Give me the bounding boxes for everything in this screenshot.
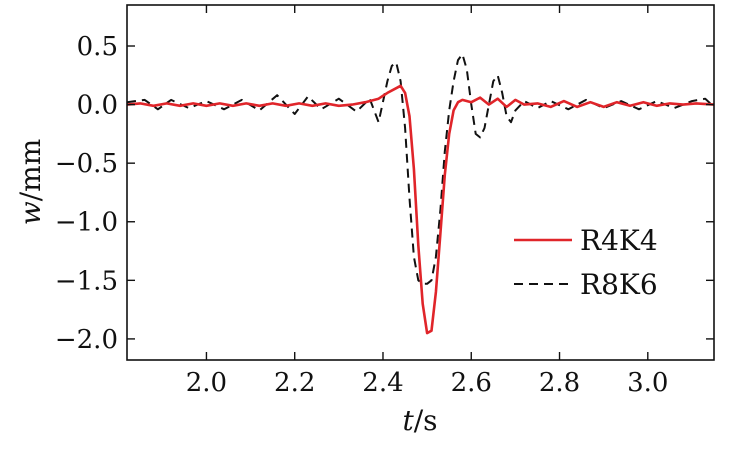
series-layer	[127, 53, 714, 335]
x-tick-label: 2.2	[274, 368, 315, 398]
y-tick-label: −2.0	[55, 325, 118, 355]
y-axis: 0.5 0.0 −0.5 −1.0 −1.5 −2.0	[55, 32, 714, 355]
series-line-r8k6	[127, 53, 714, 285]
x-axis-label: t/s	[402, 404, 437, 437]
x-tick-label: 3.0	[627, 368, 668, 398]
y-tick-label: 0.5	[77, 32, 118, 62]
y-axis-label: w/mm	[14, 139, 47, 226]
y-axis-label-unit: /mm	[14, 139, 47, 202]
y-tick-label: −1.0	[55, 208, 118, 238]
y-tick-label: −1.5	[55, 266, 118, 296]
x-axis: 2.0 2.2 2.4 2.6 2.8 3.0	[186, 5, 668, 398]
x-tick-label: 2.4	[362, 368, 403, 398]
x-axis-label-unit: /s	[414, 404, 438, 437]
legend: R4K4 R8K6	[514, 224, 658, 301]
x-tick-label: 2.8	[539, 368, 580, 398]
x-tick-label: 2.0	[186, 368, 227, 398]
x-axis-label-var: t	[402, 404, 414, 437]
y-tick-label: −0.5	[55, 149, 118, 179]
legend-label-r4k4: R4K4	[580, 224, 658, 257]
legend-label-r8k6: R8K6	[580, 268, 658, 301]
series-line-r4k4	[127, 84, 714, 335]
y-axis-label-var: w	[14, 201, 47, 225]
x-tick-label: 2.6	[451, 368, 492, 398]
plot-frame	[126, 4, 715, 361]
y-tick-label: 0.0	[77, 91, 118, 121]
